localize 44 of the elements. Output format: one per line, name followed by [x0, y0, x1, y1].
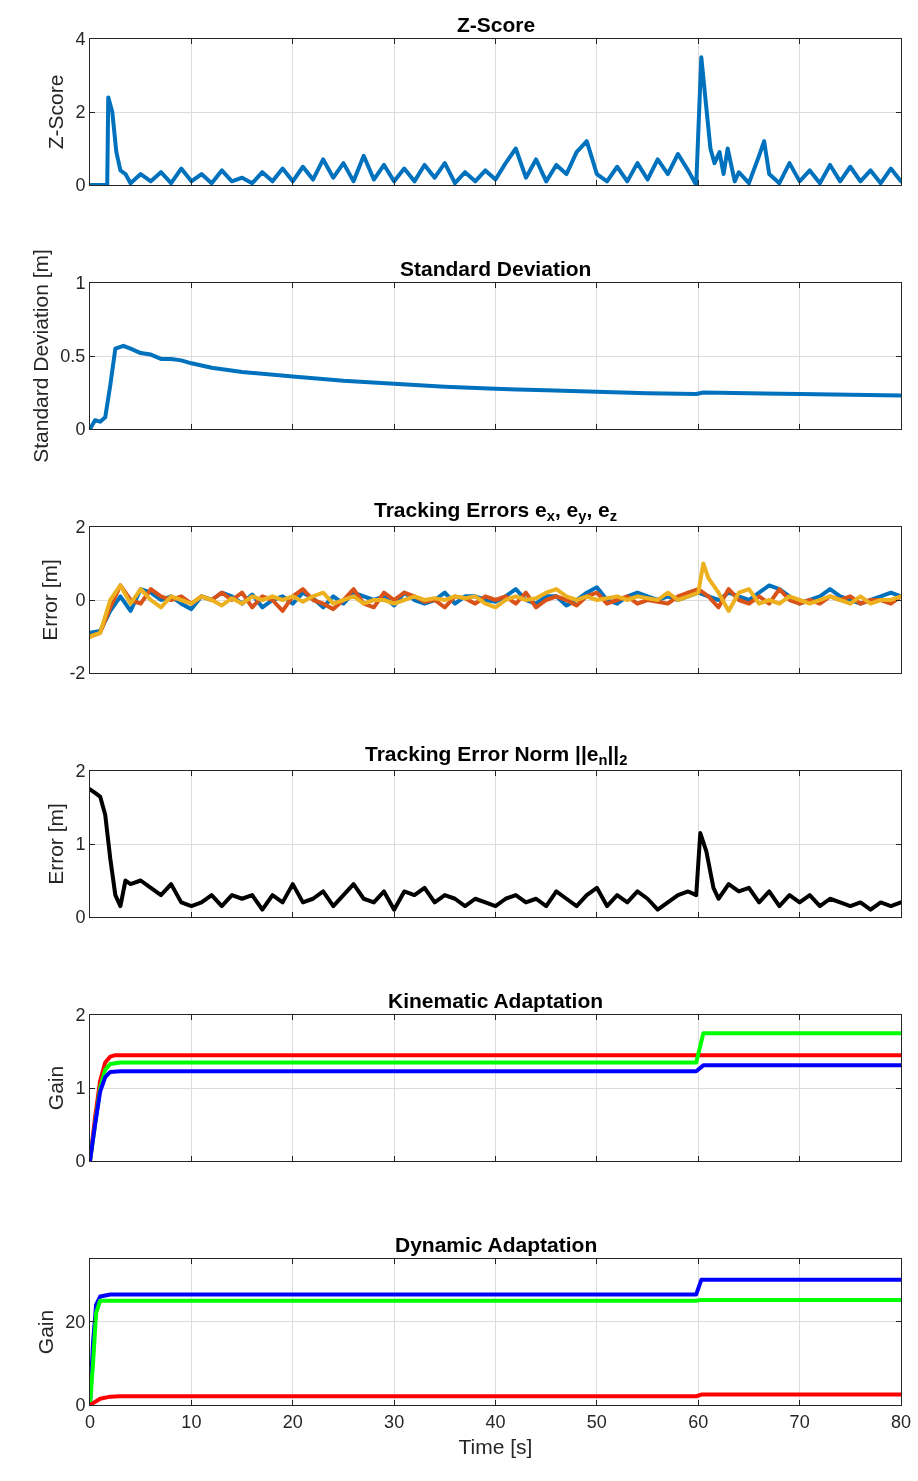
line-series	[90, 561, 901, 639]
y-tick-label: -2	[69, 663, 86, 684]
line-series	[90, 343, 901, 429]
chart-title: Dynamic Adaptation	[395, 1233, 598, 1256]
chart-title: Kinematic Adaptation	[388, 989, 604, 1012]
x-tick-label: 60	[688, 1411, 709, 1432]
y-tick-label: 20	[65, 1311, 86, 1332]
y-tick-label: 1	[75, 273, 86, 294]
y-tick-label: 4	[75, 29, 86, 50]
x-tick-label: 30	[384, 1411, 405, 1432]
line-series	[90, 787, 901, 912]
y-axis-title: Gain	[43, 1065, 67, 1111]
x-axis-title: Time [s]	[458, 1434, 533, 1458]
y-tick-label: 0	[75, 1151, 86, 1172]
y-axis-title: Standard Deviation [m]	[28, 249, 52, 463]
x-tick-label: 10	[181, 1411, 202, 1432]
y-tick-label: 1	[75, 834, 86, 855]
y-tick-label: 1	[75, 1078, 86, 1099]
x-tick-label: 70	[789, 1411, 810, 1432]
y-axis-title: Gain	[33, 1309, 57, 1355]
line-series	[90, 1297, 901, 1405]
x-tick-label: 50	[586, 1411, 607, 1432]
line-series	[90, 1392, 901, 1405]
y-tick-label: 2	[75, 1005, 86, 1026]
y-tick-label: 2	[75, 517, 86, 538]
chart-title: Standard Deviation	[400, 257, 592, 280]
y-tick-label: 0	[75, 907, 86, 928]
chart-title: Z-Score	[457, 13, 536, 36]
chart-title: Tracking Error Norm ||e$_{n}$||$_{2}$	[365, 742, 628, 769]
x-tick-label: 40	[485, 1411, 506, 1432]
y-tick-label: 0.5	[60, 346, 86, 367]
y-tick-label: 0	[75, 175, 86, 196]
y-tick-label: 0	[75, 1395, 86, 1416]
y-axis-title: Z-Score	[43, 74, 67, 150]
y-tick-label: 0	[75, 590, 86, 611]
y-tick-label: 2	[75, 761, 86, 782]
line-series	[90, 55, 901, 185]
y-axis-title: Error [m]	[43, 803, 67, 885]
y-axis-title: Error [m]	[37, 559, 61, 641]
y-tick-label: 0	[75, 419, 86, 440]
x-tick-label: 20	[282, 1411, 303, 1432]
y-tick-label: 2	[75, 102, 86, 123]
x-tick-label: 80	[890, 1411, 912, 1432]
chart-title: Tracking Errors e$_{x}$, e$_{y}$, e$_{z}$	[374, 498, 618, 525]
